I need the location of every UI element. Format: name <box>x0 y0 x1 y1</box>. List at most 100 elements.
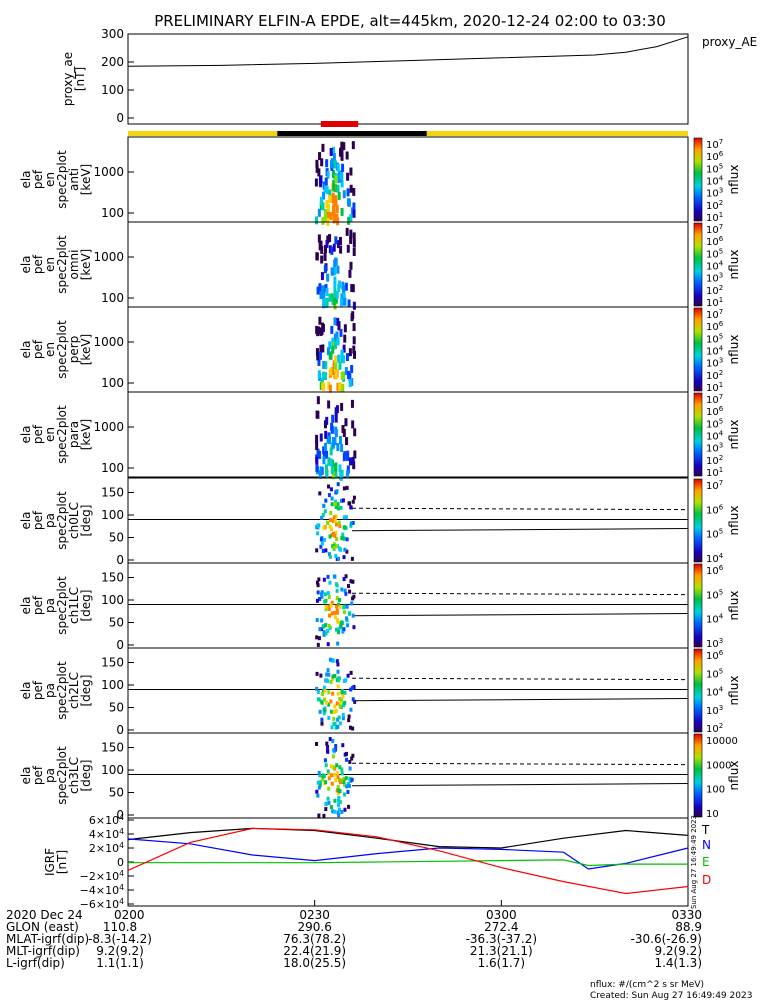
spectrogram-cell <box>331 519 335 524</box>
spectrogram-cell <box>320 272 324 281</box>
spectrogram-cell <box>325 299 329 308</box>
spectrogram-cell <box>334 469 338 478</box>
spectrogram-cell <box>343 782 347 787</box>
spectrogram-cell <box>324 430 328 439</box>
spectrogram-cell <box>349 523 353 528</box>
igrf-ylabel: [nT] <box>55 850 69 874</box>
spectrogram-cell <box>344 282 348 291</box>
loss-cone-line <box>351 698 689 702</box>
colorbar-tick: 102 <box>706 199 723 212</box>
panel-ylabel: ela <box>19 596 33 614</box>
loss-cone-line <box>351 783 689 787</box>
spectrogram-cell <box>329 447 333 456</box>
spectrogram-cell <box>335 544 339 549</box>
panel-ylabel: ch0LC <box>67 502 81 539</box>
colorbar-label: nflux <box>727 676 741 706</box>
spectrogram-cell <box>334 747 338 752</box>
spectrogram-cell <box>322 813 326 818</box>
spectrogram-cell <box>352 202 356 211</box>
spectrogram-cell <box>345 549 349 554</box>
spectrogram-cell <box>331 738 335 743</box>
spectrogram-cell <box>336 784 340 789</box>
spectrogram-cell <box>323 372 327 381</box>
spectrogram-cell <box>319 544 323 549</box>
colorbar-tick: 101 <box>706 466 723 479</box>
panel-ylabel: spec2plot <box>55 491 69 550</box>
spectrogram-cell <box>341 532 345 537</box>
spectrogram-cell <box>318 627 322 632</box>
igrf-line-E <box>128 859 688 867</box>
spectrogram-cell <box>349 670 353 675</box>
created-note: Created: Sun Aug 27 16:49:49 2023 <box>590 991 752 1000</box>
spectrogram-cell <box>334 725 338 730</box>
spectrogram-cell <box>318 491 322 496</box>
spectrogram-cell <box>346 370 350 379</box>
spectrogram-cell <box>333 340 337 349</box>
spectrogram-cell <box>336 810 340 815</box>
anti-loss-cone-line <box>351 762 689 766</box>
spectrogram-cell <box>315 434 319 443</box>
spectrogram-cell <box>341 743 345 748</box>
spectrogram-cell <box>339 472 343 481</box>
spectrogram-cell <box>320 541 324 546</box>
colorbar-tick: 104 <box>706 686 724 699</box>
spectrogram-cell <box>334 554 338 559</box>
row-value: 22.4(21.9) <box>283 944 346 958</box>
spectrogram-cell <box>322 525 326 530</box>
spectrogram-cell <box>337 191 341 200</box>
colorbar-tick: 105 <box>706 417 723 430</box>
ytick-label: 1000 <box>93 420 124 434</box>
spectrogram-cell <box>326 235 330 244</box>
spectrogram-cell <box>333 518 337 523</box>
spectrogram-cell <box>336 620 340 625</box>
spectrogram-cell <box>343 752 347 757</box>
spectrogram-cell <box>315 410 319 419</box>
spectrogram-cell <box>332 207 336 216</box>
spectrogram-cell <box>323 689 327 694</box>
panel-ylabel: ch2LC <box>67 672 81 709</box>
spectrogram-cell <box>336 506 340 511</box>
panel-ylabel: pef <box>31 595 45 615</box>
spectrogram-cell <box>350 313 354 322</box>
igrf-ylabel: IGRF <box>43 848 57 876</box>
spectrogram-cell <box>317 234 321 243</box>
spectrogram-cell <box>330 600 334 605</box>
spectrogram-cell <box>333 533 337 538</box>
spectrogram-cell <box>319 466 323 475</box>
colorbar-tick: 102 <box>706 369 723 382</box>
spectrogram-cell <box>315 686 319 691</box>
spectrogram-cell <box>327 457 331 466</box>
spectrogram-cell <box>343 700 347 705</box>
spectrogram-cell <box>315 580 319 585</box>
spectrogram-cell <box>316 793 320 798</box>
row-value: 9.2(9.2) <box>654 944 702 958</box>
spectrogram-cell <box>334 199 338 208</box>
spectrogram-cell <box>322 577 326 582</box>
spectrogram-cell <box>350 283 354 292</box>
spectrogram-cell <box>328 384 332 393</box>
spectrogram-cell <box>332 716 336 721</box>
spectrogram-cell <box>329 603 333 608</box>
spectrogram-cell <box>326 574 330 579</box>
colorbar-label: nflux <box>727 591 741 621</box>
colorbar-tick: 107 <box>706 138 723 151</box>
spectrogram-cell <box>335 610 339 615</box>
panel-ylabel: pef <box>31 169 45 189</box>
spectrogram-cell <box>351 613 355 618</box>
spectrogram-cell <box>329 679 333 684</box>
spectrogram-cell <box>334 429 338 438</box>
spectrogram-cell <box>330 465 334 474</box>
spectrogram-cell <box>345 757 349 762</box>
spectrogram-cell <box>327 203 331 212</box>
spectrogram-cell <box>343 690 347 695</box>
spectrogram-cell <box>336 337 340 346</box>
spectrogram-cell <box>335 659 339 664</box>
spectrogram-cell <box>333 772 337 777</box>
spectrogram-cell <box>325 700 329 705</box>
spectrogram-cell <box>332 297 336 306</box>
colorbar <box>693 478 703 563</box>
spectrogram-cell <box>317 357 321 366</box>
spectrogram-cell <box>324 801 328 806</box>
spectrogram-cell <box>330 611 334 616</box>
spectrogram-cell <box>338 547 342 552</box>
